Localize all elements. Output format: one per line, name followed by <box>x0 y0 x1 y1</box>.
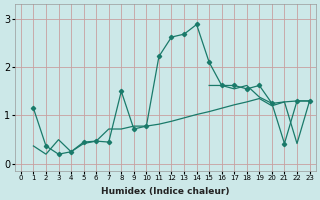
X-axis label: Humidex (Indice chaleur): Humidex (Indice chaleur) <box>101 187 229 196</box>
